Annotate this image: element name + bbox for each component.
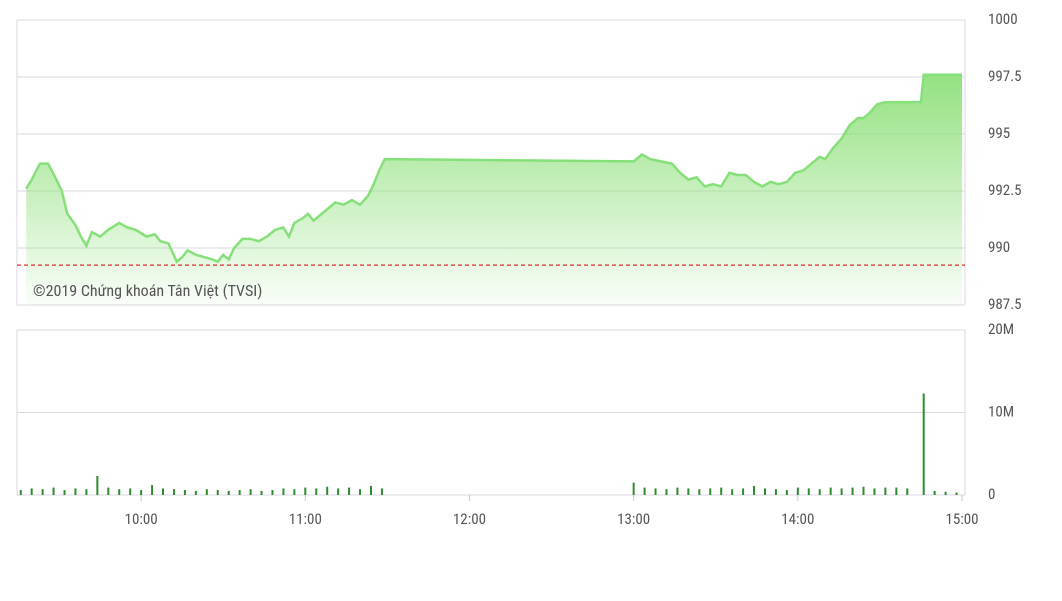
volume-bar (796, 487, 799, 495)
x-tick-label: 15:00 (945, 510, 978, 528)
volume-bar (369, 485, 372, 495)
volume-bar (183, 490, 186, 495)
volume-bar (643, 487, 646, 495)
volume-bar (884, 487, 887, 495)
y-tick-label: 997.5 (988, 67, 1022, 85)
volume-bar (326, 486, 329, 495)
x-tick-label: 11:00 (289, 510, 322, 528)
volume-bar (829, 487, 832, 495)
x-tick-label: 12:00 (453, 510, 486, 528)
volume-bar (41, 489, 44, 495)
price-line (25, 73, 962, 264)
x-tick-label: 14:00 (781, 510, 814, 528)
volume-bar (216, 490, 219, 495)
x-tick-label: 10:00 (125, 510, 158, 528)
volume-bar (315, 488, 318, 495)
volume-bar (118, 489, 121, 495)
volume-bar (731, 489, 734, 495)
volume-bar (698, 489, 701, 495)
volume-bar (632, 482, 635, 495)
volume-bar (249, 489, 252, 495)
y-tick-label: 992.5 (988, 181, 1022, 199)
volume-bar (906, 488, 909, 495)
volume-bar (862, 486, 865, 495)
volume-bar (85, 489, 88, 495)
volume-bar (282, 488, 285, 495)
volume-bar (654, 488, 657, 495)
volume-bar (151, 485, 154, 495)
x-tick-label: 13:00 (617, 510, 650, 528)
volume-bar (19, 490, 22, 495)
volume-bar (742, 488, 745, 495)
volume-bar (807, 488, 810, 495)
volume-bar (840, 488, 843, 495)
volume-bar (63, 490, 66, 495)
volume-bar (774, 489, 777, 495)
y-tick-label: 20M (988, 320, 1014, 338)
volume-bar (205, 489, 208, 495)
y-tick-label: 995 (988, 124, 1010, 142)
y-tick-label: 0 (988, 485, 995, 503)
volume-bar (873, 488, 876, 495)
volume-bar (818, 489, 821, 495)
y-tick-label: 1000 (988, 10, 1018, 28)
volume-bar (96, 476, 99, 495)
volume-bar (895, 487, 898, 495)
volume-bar (238, 490, 241, 495)
volume-bar (227, 490, 230, 495)
volume-bar (676, 487, 679, 495)
volume-bar (851, 487, 854, 495)
volume-bar (107, 487, 110, 495)
y-tick-label: 10M (988, 402, 1014, 420)
watermark: ©2019 Chứng khoán Tân Việt (TVSI) (33, 281, 262, 300)
volume-bar (763, 488, 766, 495)
volume-bar (271, 490, 274, 495)
volume-bar (785, 490, 788, 495)
price-area (26, 74, 962, 305)
volume-bar (922, 393, 925, 495)
volume-bar (30, 488, 33, 495)
volume-bar (140, 490, 143, 495)
y-tick-label: 990 (988, 238, 1010, 256)
volume-bar (74, 488, 77, 495)
volume-bar (955, 492, 958, 495)
volume-bar (933, 490, 936, 495)
volume-bar (944, 491, 947, 495)
volume-bar (359, 489, 362, 495)
volume-bar (172, 489, 175, 495)
volume-bar (665, 489, 668, 495)
volume-bar (348, 487, 351, 495)
volume-bar (337, 488, 340, 495)
volume-bar (129, 488, 132, 495)
y-tick-label: 987.5 (988, 295, 1022, 313)
volume-bar (753, 485, 756, 495)
volume-bar (260, 490, 263, 495)
volume-bar (709, 488, 712, 495)
volume-bar (162, 488, 165, 495)
volume-bar (304, 487, 307, 495)
volume-bar (293, 489, 296, 495)
volume-bar (687, 488, 690, 495)
volume-bar (52, 487, 55, 495)
volume-bar (194, 490, 197, 495)
volume-bar (380, 488, 383, 495)
volume-bar (720, 487, 723, 495)
